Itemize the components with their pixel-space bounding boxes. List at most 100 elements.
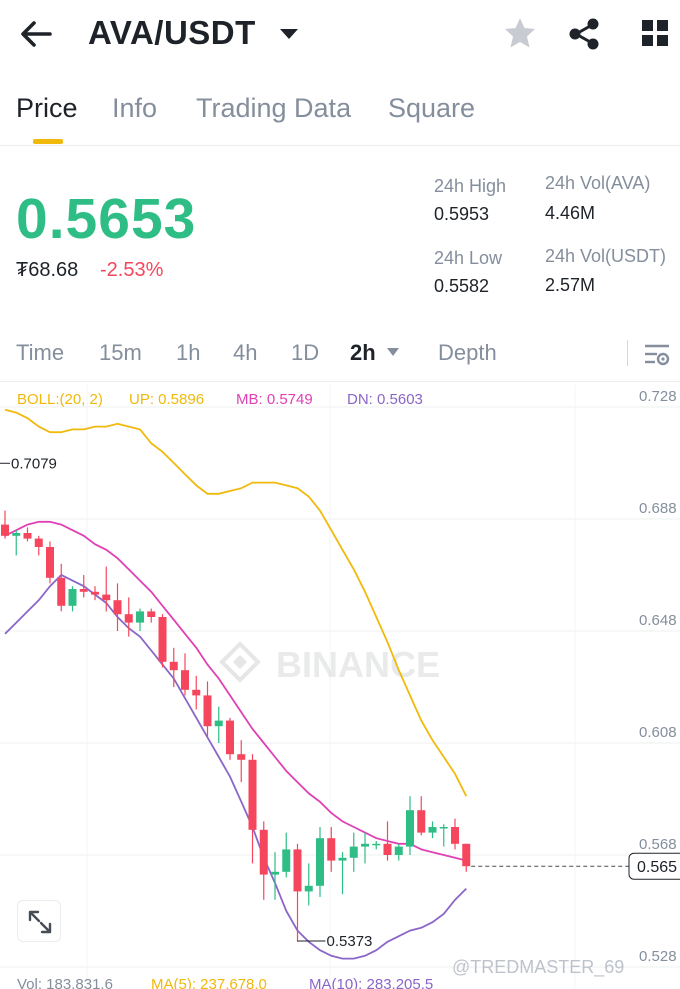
candle-body: [57, 577, 66, 606]
interval-caret-icon[interactable]: [386, 347, 400, 357]
high-marker-label: 0.7079: [11, 455, 57, 472]
interval-1d[interactable]: 1D: [291, 340, 320, 365]
boll-params: BOLL:(20, 2): [17, 391, 103, 408]
price-change: -2.53%: [100, 259, 164, 281]
candle-body: [394, 846, 403, 855]
candle-body: [248, 759, 257, 830]
caret-down-icon[interactable]: [278, 27, 300, 41]
candle-body: [226, 720, 234, 755]
candle-body: [349, 846, 358, 858]
boll-up-line: [4, 408, 468, 797]
tab-price[interactable]: Price: [16, 93, 78, 123]
candle-body: [451, 827, 459, 844]
candle-body: [147, 611, 156, 617]
candle-body: [237, 754, 246, 760]
grid-menu-icon[interactable]: [640, 18, 670, 48]
credit-watermark: @TREDMASTER_69: [452, 957, 624, 978]
low-value: 0.5582: [434, 276, 490, 296]
low-label: 24h Low: [434, 248, 503, 268]
boll-mb-line: [4, 520, 467, 862]
interval-time[interactable]: Time: [16, 340, 65, 365]
candle-body: [34, 538, 43, 547]
binance-watermark: BINANCE: [219, 641, 440, 685]
interval-4h[interactable]: 4h: [233, 340, 258, 365]
candle-body: [327, 838, 336, 861]
candle-body: [124, 614, 133, 623]
candle-body: [361, 843, 369, 847]
boll-mb: MB: 0.5749: [236, 391, 313, 408]
candle-body: [372, 843, 381, 846]
low-marker-label: 0.5373: [327, 933, 373, 950]
boll-dn: DN: 0.5603: [347, 391, 423, 408]
vol-ma5: MA(5): 237,678.0: [151, 976, 267, 989]
candle-body: [271, 871, 279, 875]
candle-body: [46, 547, 54, 578]
interval-2h[interactable]: 2h: [350, 340, 376, 365]
candle-body: [428, 827, 437, 833]
vol-ma10: MA(10): 283,205.5: [309, 976, 434, 989]
candle-body: [91, 591, 99, 595]
page-tabs: Price Info Trading Data Square: [0, 88, 680, 146]
candle-body: [214, 720, 223, 727]
candle-body: [203, 695, 212, 727]
candle-body: [113, 600, 122, 615]
y-tick-label: 0.688: [639, 500, 677, 517]
tab-trading-data[interactable]: Trading Data: [196, 93, 352, 123]
candle-body: [293, 849, 302, 892]
watermark-text: BINANCE: [276, 644, 440, 685]
candle-body: [169, 661, 178, 671]
high-value: 0.5953: [434, 204, 490, 224]
y-tick-label: 0.728: [639, 388, 677, 405]
fiat-price: ₮68.68: [16, 259, 79, 281]
last-price: 0.5653: [16, 187, 197, 251]
favorite-star-icon[interactable]: [503, 16, 537, 50]
candle-body: [68, 589, 77, 606]
current-price-tag: [628, 852, 680, 880]
tab-square[interactable]: Square: [388, 93, 476, 123]
candle-body: [259, 829, 268, 875]
boll-dn-line: [4, 573, 467, 960]
candle-body: [1, 524, 9, 536]
candle-body: [383, 843, 392, 855]
back-arrow-icon[interactable]: [16, 16, 56, 52]
vol-value: Vol: 183,831.6: [17, 976, 113, 989]
interval-bar: Time 15m 1h 4h 1D 2h Depth: [0, 330, 680, 382]
y-tick-label: 0.528: [639, 948, 677, 965]
interval-divider: [627, 340, 628, 366]
candle-body: [338, 857, 347, 861]
candle-body: [439, 827, 448, 829]
candle-body: [136, 611, 144, 623]
vol-base-value: 4.46M: [545, 203, 596, 223]
candle-body: [23, 533, 32, 539]
candle-body: [316, 838, 324, 886]
expand-icon: [28, 910, 52, 934]
chart-settings-icon[interactable]: [643, 341, 671, 369]
y-tick-label: 0.608: [639, 724, 677, 741]
vol-quote-label: 24h Vol(USDT): [545, 246, 667, 266]
vol-base-label: 24h Vol(AVA): [545, 173, 651, 193]
candle-body: [406, 810, 414, 847]
y-tick-label: 0.648: [639, 612, 677, 629]
candlestick-chart[interactable]: BINANCE 0.728 0.688 0.648 0.608 0.568 0.528 0.…: [0, 385, 680, 989]
candle-body: [79, 589, 88, 592]
interval-15m[interactable]: 15m: [99, 340, 142, 365]
boll-up: UP: 0.5896: [129, 391, 205, 408]
candle-body: [304, 885, 313, 892]
candle-body: [417, 810, 426, 833]
interval-1h[interactable]: 1h: [176, 340, 201, 365]
interval-depth[interactable]: Depth: [438, 340, 497, 365]
pair-title[interactable]: AVA/USDT: [88, 14, 256, 51]
y-tick-label: 0.568: [639, 836, 677, 853]
vol-quote-value: 2.57M: [545, 275, 596, 295]
share-icon[interactable]: [566, 16, 602, 52]
tab-info[interactable]: Info: [112, 93, 158, 123]
candle-body: [12, 533, 21, 536]
fullscreen-button[interactable]: [17, 900, 61, 942]
candle-body: [282, 849, 291, 872]
active-tab-indicator: [33, 139, 63, 144]
candle-body: [158, 617, 167, 662]
high-label: 24h High: [434, 176, 507, 196]
top-bar: AVA/USDT: [0, 0, 680, 70]
candle-body: [462, 843, 471, 867]
candle-body: [192, 689, 201, 696]
